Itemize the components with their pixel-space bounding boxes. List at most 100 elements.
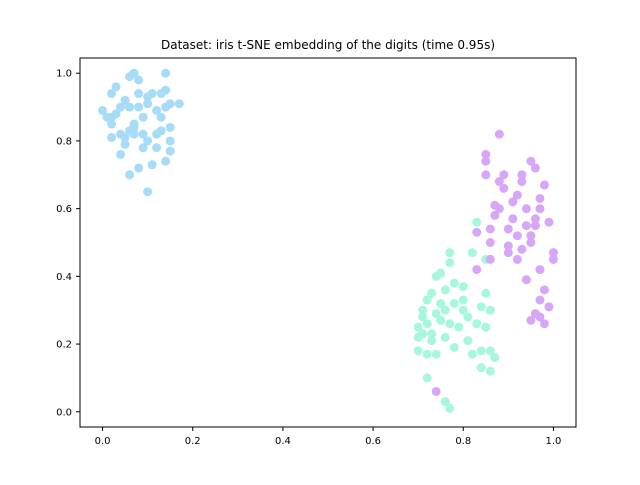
scatter-point: [449, 342, 459, 352]
scatter-point: [472, 319, 482, 329]
scatter-point: [120, 139, 130, 149]
scatter-point: [458, 295, 468, 305]
scatter-point: [107, 112, 117, 122]
x-tick-label: 0.6: [365, 436, 381, 447]
x-tick-label: 1.0: [546, 436, 562, 447]
scatter-point: [449, 278, 459, 288]
scatter-point: [494, 204, 504, 214]
scatter-point: [544, 302, 554, 312]
y-tick-label: 1.0: [56, 69, 72, 80]
scatter-point: [535, 204, 545, 214]
scatter-point: [134, 75, 144, 85]
scatter-point: [413, 346, 423, 356]
scatter-point: [512, 231, 522, 241]
scatter-point: [530, 221, 540, 231]
scatter-point: [138, 143, 148, 153]
scatter-point: [134, 89, 144, 99]
scatter-point: [422, 349, 432, 359]
scatter-point: [445, 403, 455, 413]
scatter-point: [143, 187, 153, 197]
scatter-point: [418, 305, 428, 315]
scatter-point: [440, 285, 450, 295]
scatter-point: [440, 332, 450, 342]
scatter-point: [422, 373, 432, 383]
scatter-point: [481, 322, 491, 332]
scatter-point: [481, 288, 491, 298]
scatter-point: [521, 221, 531, 231]
scatter-point: [165, 146, 175, 156]
scatter-point: [152, 143, 162, 153]
scatter-point: [436, 268, 446, 278]
scatter-point: [138, 112, 148, 122]
scatter-point: [174, 99, 184, 109]
x-tick-label: 0.4: [275, 436, 291, 447]
scatter-point: [98, 105, 108, 115]
scatter-point: [481, 156, 491, 166]
scatter-point: [526, 238, 536, 247]
scatter-point: [125, 126, 135, 136]
scatter-point: [454, 322, 464, 332]
scatter-point: [530, 163, 540, 173]
scatter-point: [472, 217, 482, 227]
scatter-point: [125, 102, 135, 112]
scatter-point: [512, 254, 522, 264]
scatter-point: [503, 241, 513, 251]
y-tick-label: 0.6: [56, 204, 72, 215]
x-axis: 0.0 0.2 0.4 0.6 0.8 1.0: [95, 427, 562, 447]
scatter-point: [458, 305, 468, 315]
scatter-point: [161, 85, 171, 95]
scatter-point: [503, 224, 513, 234]
scatter-point: [481, 170, 491, 180]
scatter-point: [494, 177, 504, 187]
scatter-point: [485, 254, 495, 264]
scatter-point: [161, 156, 171, 166]
scatter-point: [544, 217, 554, 227]
x-tick-label: 0.2: [185, 436, 201, 447]
scatter-point: [129, 68, 139, 78]
scatter-point: [517, 244, 527, 254]
scatter-point: [490, 210, 500, 220]
scatter-point: [143, 136, 153, 146]
scatter-point: [152, 105, 162, 115]
scatter-point: [530, 214, 540, 224]
scatter-point: [165, 136, 175, 146]
scatter-point: [458, 282, 468, 292]
scatter-point: [120, 95, 130, 105]
scatter-point: [476, 302, 486, 312]
scatter-point: [539, 285, 549, 295]
points-layer: [98, 68, 558, 413]
scatter-point: [120, 133, 130, 143]
scatter-point: [485, 238, 495, 247]
scatter-point: [521, 204, 531, 214]
plot-frame: [79, 57, 577, 428]
scatter-point: [535, 193, 545, 203]
scatter-point: [422, 295, 432, 305]
y-tick-label: 0.4: [56, 272, 72, 283]
scatter-point: [494, 129, 504, 139]
scatter-point: [161, 68, 171, 78]
scatter-point: [526, 156, 536, 166]
scatter-point: [107, 89, 117, 99]
scatter-point: [116, 149, 126, 159]
scatter-point: [472, 227, 482, 237]
scatter-point: [161, 102, 171, 112]
scatter-point: [107, 133, 117, 143]
scatter-point: [152, 129, 162, 139]
scatter-point: [535, 295, 545, 305]
scatter-point: [156, 112, 166, 122]
x-tick-label: 0.0: [95, 436, 111, 447]
scatter-point: [445, 248, 455, 258]
scatter-point: [436, 298, 446, 308]
scatter-point: [427, 336, 437, 346]
scatter-point: [440, 305, 450, 315]
scatter-point: [490, 353, 500, 363]
scatter-point: [413, 322, 423, 332]
scatter-point: [431, 386, 441, 396]
scatter-point: [485, 224, 495, 234]
scatter-point: [445, 258, 455, 268]
scatter-point: [427, 329, 437, 339]
scatter-point: [467, 349, 477, 359]
scatter-point: [499, 183, 509, 193]
x-tick-label: 0.8: [455, 436, 471, 447]
scatter-point: [521, 275, 531, 285]
